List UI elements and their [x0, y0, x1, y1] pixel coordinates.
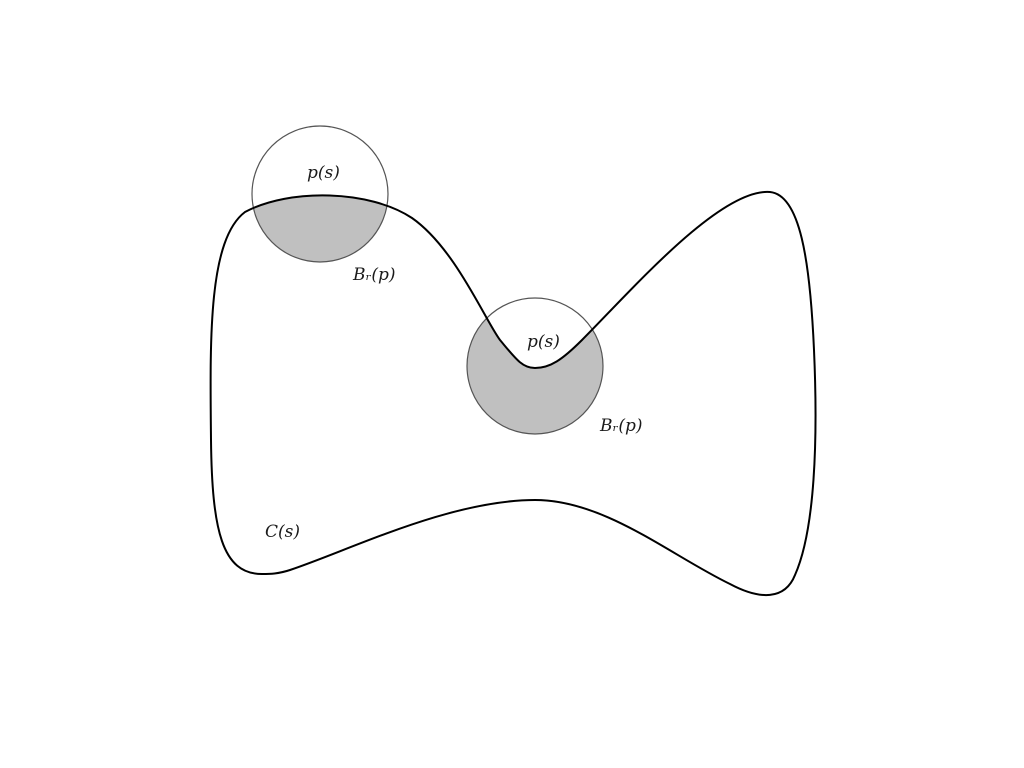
ball-label-2: Bᵣ(p)	[599, 416, 643, 436]
ball-1-shaded-region	[252, 191, 388, 262]
ball-2-outline	[466, 297, 604, 435]
curve-label: C(s)	[265, 522, 300, 542]
shaded-regions	[252, 191, 603, 434]
ball-1-outline	[251, 125, 389, 263]
ball-label-1: Bᵣ(p)	[352, 265, 396, 285]
point-label-1: p(s)	[307, 163, 340, 183]
point-label-2: p(s)	[527, 332, 560, 352]
